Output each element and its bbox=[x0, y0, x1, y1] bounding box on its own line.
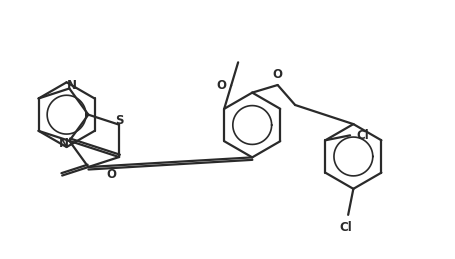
Text: O: O bbox=[273, 68, 283, 81]
Text: O: O bbox=[106, 168, 116, 181]
Text: N: N bbox=[59, 137, 69, 150]
Text: O: O bbox=[217, 79, 227, 92]
Text: N: N bbox=[66, 79, 76, 92]
Text: Cl: Cl bbox=[339, 221, 352, 234]
Text: S: S bbox=[115, 114, 123, 127]
Text: Cl: Cl bbox=[356, 129, 369, 142]
